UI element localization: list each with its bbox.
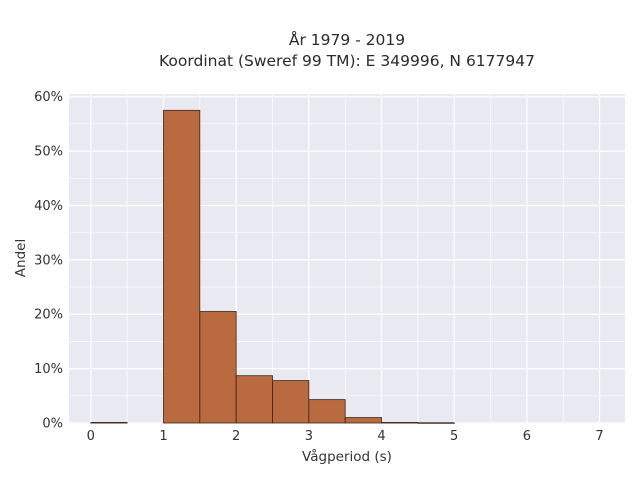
y-tick-label: 50% [34,145,63,160]
x-tick-label: 6 [523,429,531,444]
histogram-bar [272,380,310,424]
y-tick-label: 60% [34,90,63,105]
x-axis-label: Vågperiod (s) [302,448,392,465]
y-tick-label: 30% [34,253,63,268]
chart-title-line-2: Koordinat (Sweref 99 TM): E 349996, N 61… [159,52,535,70]
histogram-bar [381,422,419,424]
x-tick-label: 4 [377,429,385,444]
y-tick-labels: 0% 10% 20% 30% 40% 50% 60% [34,90,63,431]
x-tick-label: 3 [305,429,313,444]
x-tick-labels: 0 1 2 3 4 5 6 7 [87,429,604,444]
histogram-bar [90,422,128,424]
y-tick-label: 10% [34,362,63,377]
gridlines [69,94,625,424]
y-tick-label: 20% [34,308,63,323]
chart-title-line-1: År 1979 - 2019 [289,30,405,49]
x-tick-label: 7 [595,429,603,444]
x-tick-label: 1 [159,429,167,444]
y-axis-label: Andel [13,239,29,277]
histogram-bar [308,399,346,424]
histogram-bar [417,422,455,424]
y-tick-label: 0% [42,417,63,432]
histogram-bar [163,109,201,424]
x-tick-label: 2 [232,429,240,444]
y-tick-label: 40% [34,199,63,214]
histogram-bar [235,375,273,424]
bars [90,109,455,424]
x-tick-label: 0 [87,429,95,444]
plot-area [69,94,625,423]
x-tick-label: 5 [450,429,458,444]
histogram-bar [199,311,237,424]
histogram-bar [344,417,382,424]
